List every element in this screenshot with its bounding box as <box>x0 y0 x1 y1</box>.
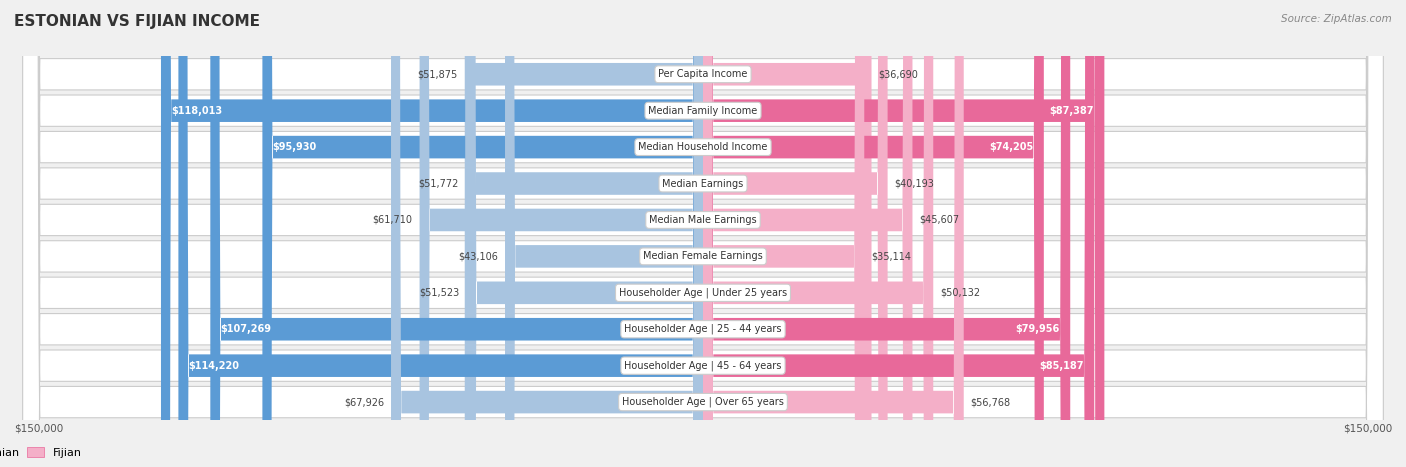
Text: $61,710: $61,710 <box>373 215 413 225</box>
Text: $51,875: $51,875 <box>418 69 458 79</box>
FancyBboxPatch shape <box>22 0 1384 467</box>
Text: $45,607: $45,607 <box>920 215 959 225</box>
FancyBboxPatch shape <box>263 0 703 467</box>
Text: Per Capita Income: Per Capita Income <box>658 69 748 79</box>
FancyBboxPatch shape <box>22 0 1384 467</box>
FancyBboxPatch shape <box>703 0 1104 467</box>
FancyBboxPatch shape <box>703 0 865 467</box>
Text: Median Household Income: Median Household Income <box>638 142 768 152</box>
Text: ESTONIAN VS FIJIAN INCOME: ESTONIAN VS FIJIAN INCOME <box>14 14 260 29</box>
Text: $50,132: $50,132 <box>941 288 980 298</box>
FancyBboxPatch shape <box>22 0 1384 467</box>
FancyBboxPatch shape <box>22 0 1384 467</box>
Text: $150,000: $150,000 <box>14 423 63 433</box>
Text: $51,523: $51,523 <box>419 288 460 298</box>
Text: $43,106: $43,106 <box>458 251 498 262</box>
FancyBboxPatch shape <box>703 0 963 467</box>
FancyBboxPatch shape <box>703 0 1043 467</box>
Text: Median Male Earnings: Median Male Earnings <box>650 215 756 225</box>
FancyBboxPatch shape <box>465 0 703 467</box>
Text: Householder Age | Over 65 years: Householder Age | Over 65 years <box>621 397 785 407</box>
FancyBboxPatch shape <box>465 0 703 467</box>
Text: $95,930: $95,930 <box>273 142 316 152</box>
Text: $85,187: $85,187 <box>1039 361 1084 371</box>
FancyBboxPatch shape <box>391 0 703 467</box>
FancyBboxPatch shape <box>22 0 1384 467</box>
Legend: Estonian, Fijian: Estonian, Fijian <box>0 442 86 462</box>
Text: $150,000: $150,000 <box>1343 423 1392 433</box>
FancyBboxPatch shape <box>419 0 703 467</box>
Text: $35,114: $35,114 <box>872 251 911 262</box>
Text: $107,269: $107,269 <box>221 324 271 334</box>
FancyBboxPatch shape <box>22 0 1384 467</box>
FancyBboxPatch shape <box>703 0 1070 467</box>
Text: Median Family Income: Median Family Income <box>648 106 758 116</box>
Text: $67,926: $67,926 <box>344 397 384 407</box>
FancyBboxPatch shape <box>703 0 912 467</box>
Text: $118,013: $118,013 <box>172 106 222 116</box>
FancyBboxPatch shape <box>22 0 1384 467</box>
FancyBboxPatch shape <box>505 0 703 467</box>
Text: $51,772: $51,772 <box>418 178 458 189</box>
FancyBboxPatch shape <box>179 0 703 467</box>
FancyBboxPatch shape <box>703 0 872 467</box>
Text: Householder Age | Under 25 years: Householder Age | Under 25 years <box>619 288 787 298</box>
Text: Median Earnings: Median Earnings <box>662 178 744 189</box>
FancyBboxPatch shape <box>703 0 1094 467</box>
FancyBboxPatch shape <box>22 0 1384 467</box>
Text: Householder Age | 25 - 44 years: Householder Age | 25 - 44 years <box>624 324 782 334</box>
Text: $79,956: $79,956 <box>1015 324 1060 334</box>
FancyBboxPatch shape <box>211 0 703 467</box>
FancyBboxPatch shape <box>703 0 934 467</box>
FancyBboxPatch shape <box>467 0 703 467</box>
Text: Householder Age | 45 - 64 years: Householder Age | 45 - 64 years <box>624 361 782 371</box>
FancyBboxPatch shape <box>703 0 887 467</box>
Text: $40,193: $40,193 <box>894 178 935 189</box>
FancyBboxPatch shape <box>22 0 1384 467</box>
Text: $74,205: $74,205 <box>990 142 1033 152</box>
Text: Source: ZipAtlas.com: Source: ZipAtlas.com <box>1281 14 1392 24</box>
Text: Median Female Earnings: Median Female Earnings <box>643 251 763 262</box>
Text: $87,387: $87,387 <box>1049 106 1094 116</box>
Text: $36,690: $36,690 <box>879 69 918 79</box>
Text: $114,220: $114,220 <box>188 361 240 371</box>
FancyBboxPatch shape <box>160 0 703 467</box>
FancyBboxPatch shape <box>22 0 1384 467</box>
Text: $56,768: $56,768 <box>970 397 1011 407</box>
